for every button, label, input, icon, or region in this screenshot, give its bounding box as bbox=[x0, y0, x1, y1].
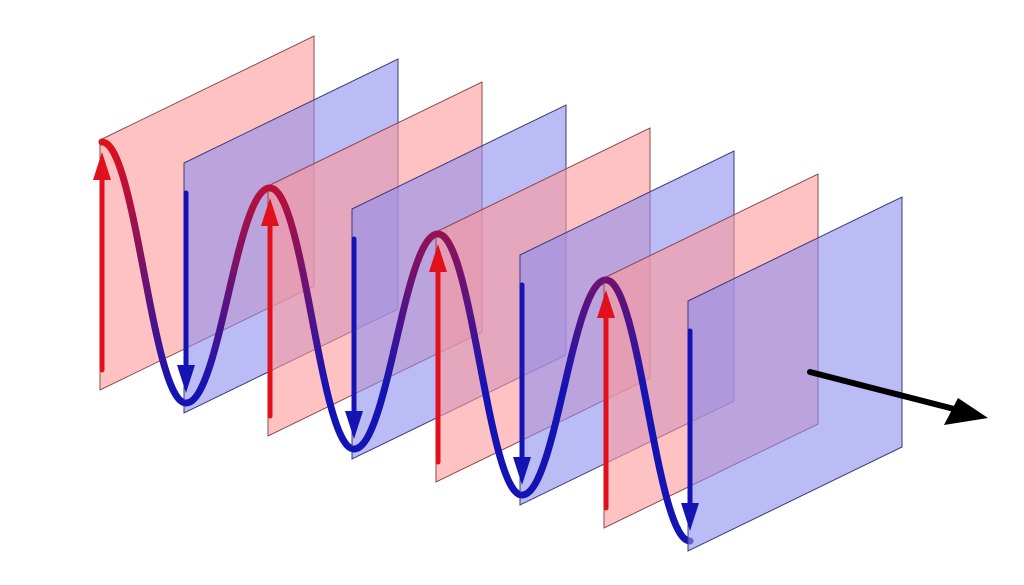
wave-curve-segment bbox=[602, 276, 694, 545]
down-field-vector-head bbox=[681, 503, 699, 531]
wave-curve-segment bbox=[434, 230, 526, 499]
trough-wavefront-8 bbox=[681, 196, 903, 552]
down-field-vector-head bbox=[177, 365, 195, 393]
wave-curve-segment bbox=[182, 184, 274, 407]
wave-curve-segment bbox=[350, 230, 442, 453]
wavefront-layers bbox=[93, 35, 903, 552]
up-field-vector-head bbox=[261, 198, 279, 226]
propagation-arrow-head bbox=[944, 398, 988, 425]
propagation-arrow-shaft bbox=[807, 369, 961, 413]
down-field-vector-head bbox=[345, 411, 363, 439]
propagation-arrow-icon bbox=[807, 369, 988, 425]
up-field-vector-head bbox=[429, 244, 447, 272]
wave-curve-segment bbox=[98, 138, 190, 407]
wave-curve-segment bbox=[266, 184, 358, 453]
down-field-vector-head bbox=[513, 457, 531, 485]
up-field-vector-head bbox=[597, 290, 615, 318]
wave-curve-segment bbox=[518, 276, 610, 499]
up-field-vector-head bbox=[93, 152, 111, 180]
